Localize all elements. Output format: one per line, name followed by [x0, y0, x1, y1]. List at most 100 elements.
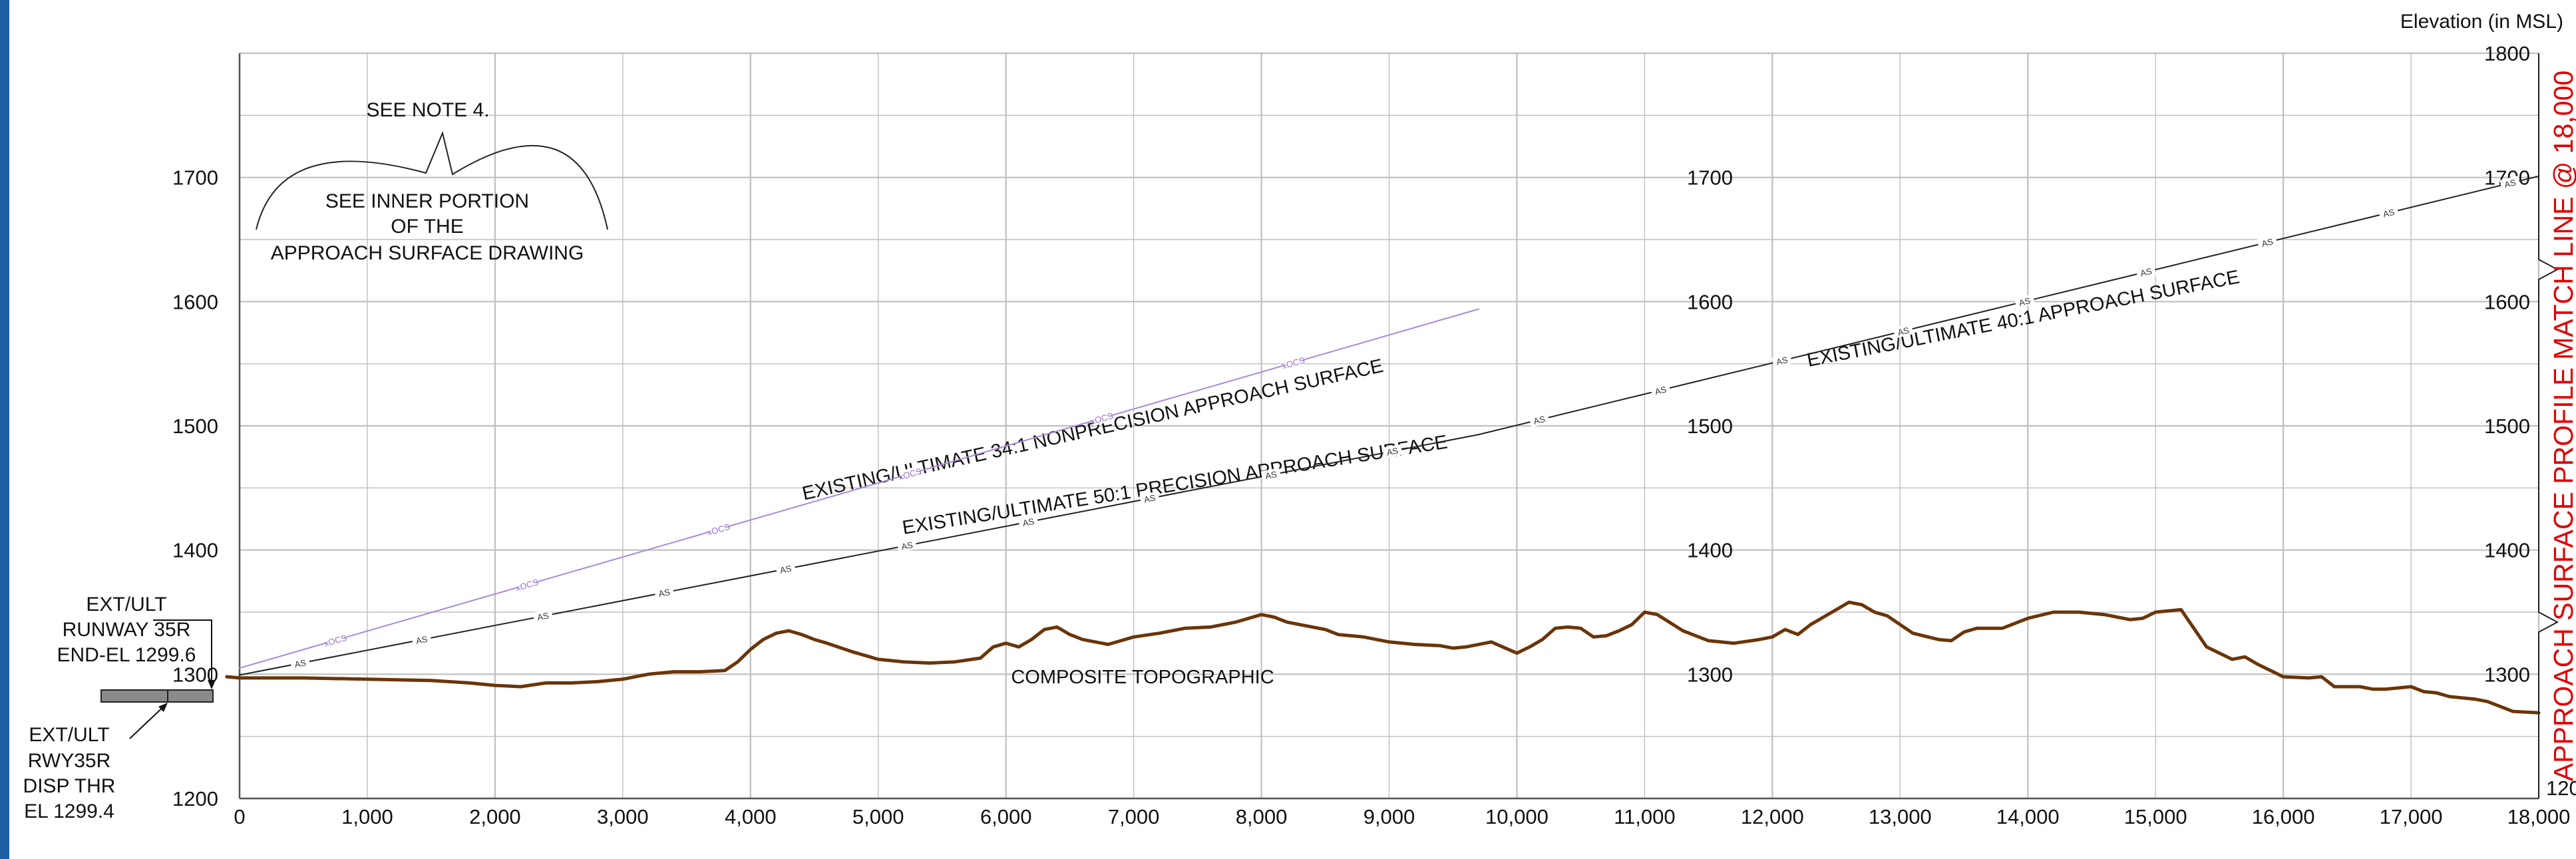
as-marker-gap: [2135, 264, 2157, 279]
y-tick-label-left: 1200: [172, 787, 218, 810]
x-tick-label: 3,000: [597, 805, 649, 828]
x-tick-label: 9,000: [1364, 805, 1415, 828]
y-tick-label-right: 1400: [2484, 539, 2530, 562]
x-tick-label: 2,000: [469, 805, 521, 828]
y-tick-label-left: 1500: [172, 415, 218, 438]
x-tick-label: 6,000: [980, 805, 1032, 828]
as-marker: AS: [1897, 325, 1911, 338]
as-marker-gap: [1017, 514, 1039, 529]
nonprecision-surface-line: [239, 308, 1479, 669]
as-marker-gap: [1650, 383, 1671, 398]
as-marker-gap: [775, 562, 796, 576]
ocs-marker-gap: [1091, 411, 1113, 427]
as-marker: AS: [293, 657, 307, 669]
note-callout: SEE NOTE 4. SEE INNER PORTION OF THE APP…: [256, 99, 608, 264]
as-marker: AS: [1775, 355, 1789, 367]
match-line-break: [2538, 53, 2559, 798]
as-marker: AS: [2139, 266, 2153, 279]
composite-topographic-label: COMPOSITE TOPOGRAPHIC: [1011, 667, 1274, 688]
disp-thr-line-3: DISP THR: [23, 775, 116, 797]
x-tick-label: 12,000: [1741, 805, 1804, 828]
displaced-threshold-callout: EXT/ULT RWY35R DISP THR EL 1299.4: [23, 703, 168, 822]
as-marker-gap: [289, 656, 311, 671]
as-marker: AS: [1654, 384, 1668, 397]
y-tick-label-mid: 1700: [1687, 166, 1733, 190]
disp-thr-arrow: [158, 703, 168, 712]
ocs-marker-gap: [708, 521, 729, 538]
runway-end-line-3: END-EL 1299.6: [57, 644, 196, 666]
tick-labels: 0 1,000 2,000 3,000 4,000 5,000 6,000 7,000 8,00…: [172, 42, 2576, 828]
as-marker: AS: [415, 634, 429, 646]
as-marker-gap: [2378, 205, 2399, 220]
x-tick-label: 15,000: [2124, 805, 2187, 828]
x-tick-label: 1,000: [341, 805, 393, 828]
ocs-marker-gap: [325, 632, 346, 648]
x-tick-label: 5,000: [852, 805, 904, 828]
see-note-text: SEE NOTE 4.: [366, 99, 489, 121]
ocs-marker-gap: [1282, 355, 1304, 371]
x-tick-label: 10,000: [1485, 805, 1549, 828]
y-tick-label-mid: 1400: [1687, 539, 1733, 562]
as-marker-gap: [896, 538, 918, 553]
runway-end-leader: [153, 619, 212, 685]
as-marker-gap: [1139, 491, 1160, 506]
as-marker: AS: [900, 540, 914, 552]
x-tick-label: 17,000: [2380, 805, 2443, 828]
as-marker-gap: [411, 632, 432, 647]
y-tick-label-right: 1600: [2484, 290, 2530, 313]
as-marker-gap: [1529, 412, 1550, 427]
y-tick-label-left: 1400: [172, 539, 218, 562]
as-marker-gap: [532, 609, 554, 623]
x-tick-label: 4,000: [725, 805, 777, 828]
as-marker-gap: [1771, 353, 1793, 369]
x-tick-label: 11,000: [1614, 805, 1676, 828]
terrain-line: [225, 600, 2541, 715]
y-tick-label-mid: 1300: [1687, 663, 1733, 686]
runway-end-callout: EXT/ULT RUNWAY 35R END-EL 1299.6: [57, 594, 216, 689]
y-tick-label-left: 1700: [172, 166, 218, 190]
page-border-left: [0, 0, 9, 859]
x-tick-label: 7,000: [1108, 805, 1160, 828]
as-marker-gap: [2257, 235, 2278, 250]
inner-portion-line-2: OF THE: [391, 216, 463, 238]
x-tick-label: 16,000: [2252, 805, 2315, 828]
as-marker-gap: [1893, 323, 1914, 339]
disp-thr-line-4: EL 1299.4: [24, 800, 114, 822]
y-tick-label-left: 1600: [172, 290, 218, 313]
as-marker: AS: [2382, 207, 2396, 220]
disp-thr-line-2: RWY35R: [28, 750, 110, 772]
as-marker-gap: [2014, 293, 2035, 309]
runway: [100, 689, 214, 703]
y-tick-label-mid: 1500: [1687, 415, 1733, 438]
as-marker-gap: [1382, 444, 1403, 458]
as-marker: AS: [657, 587, 671, 599]
as-marker: AS: [1021, 516, 1035, 528]
as-marker: AS: [536, 610, 550, 622]
x-tick-label: 18,000: [2507, 805, 2571, 828]
runway-bar: [100, 689, 214, 703]
as-marker: AS: [2503, 177, 2517, 190]
y-tick-label-right: 1500: [2484, 415, 2530, 438]
disp-thr-line-1: EXT/ULT: [29, 724, 109, 746]
as-marker: AS: [779, 564, 793, 576]
inner-portion-line-1: SEE INNER PORTION: [325, 190, 529, 212]
match-line: APPROACH SURFACE PROFILE MATCH LINE @ 18…: [2538, 53, 2576, 798]
as-marker: AS: [2018, 295, 2032, 308]
disp-thr-leader: [129, 703, 167, 739]
ocs-marker-gap: [900, 466, 921, 482]
note-arc: [256, 130, 608, 230]
as-marker: AS: [1533, 414, 1547, 427]
match-line-label: APPROACH SURFACE PROFILE MATCH LINE @ 18…: [2548, 71, 2576, 781]
as-marker-gap: [2499, 176, 2521, 191]
as-marker-gap: [653, 586, 675, 600]
inner-portion-line-3: APPROACH SURFACE DRAWING: [271, 242, 584, 264]
y-tick-label-right: 120: [2546, 776, 2576, 800]
as-marker: AS: [1264, 469, 1278, 481]
y-tick-label-right: 1800: [2484, 42, 2530, 65]
elevation-axis-label: Elevation (in MSL): [2400, 11, 2563, 33]
as-marker: AS: [2261, 236, 2275, 249]
as-marker: AS: [1143, 492, 1157, 504]
runway-end-line-1: EXT/ULT: [86, 594, 166, 615]
